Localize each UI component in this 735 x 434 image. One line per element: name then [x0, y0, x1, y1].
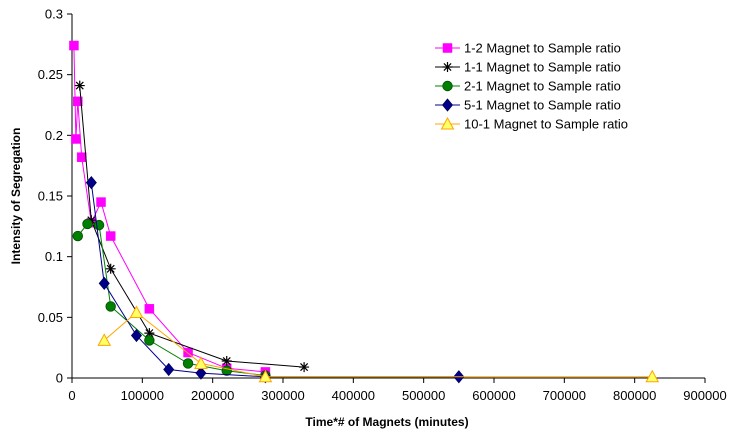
- series-5: [97, 305, 660, 383]
- data-point: [195, 366, 207, 380]
- legend-entry: 2-1 Magnet to Sample ratio: [435, 79, 621, 94]
- y-tick-label: 0: [56, 371, 63, 386]
- series-line: [90, 182, 459, 378]
- legend-marker: [441, 98, 454, 112]
- x-axis-title: Time*# of Magnets (minutes): [305, 415, 468, 429]
- data-point: [73, 96, 83, 107]
- series-line: [79, 85, 305, 368]
- x-tick-label: 0: [68, 388, 75, 403]
- ticks: 0 0.05 0.1 0.15 0.2 0.25 0.3 0 100000 200000 30000…: [38, 7, 727, 404]
- y-tick-label: 0.25: [38, 67, 63, 82]
- data-point: [130, 328, 142, 343]
- data-point: [97, 333, 112, 346]
- legend-label: 1-1 Magnet to Sample ratio: [464, 60, 621, 75]
- data-point: [105, 263, 116, 274]
- data-point: [74, 80, 85, 91]
- data-point: [194, 356, 208, 369]
- x-tick-label: 400000: [332, 388, 375, 403]
- data-point: [163, 362, 175, 377]
- data-point: [144, 304, 155, 314]
- data-point: [258, 369, 273, 383]
- y-tick-label: 0.05: [38, 310, 63, 325]
- x-tick-label: 700000: [543, 388, 586, 403]
- legend-marker: [442, 43, 453, 53]
- legend: 1-2 Magnet to Sample ratio 1-1 Magnet to …: [435, 41, 628, 132]
- legend-marker: [440, 116, 455, 130]
- y-tick-label: 0.15: [38, 189, 63, 204]
- legend-entry: 10-1 Magnet to Sample ratio: [435, 117, 628, 132]
- data-point: [299, 362, 310, 373]
- x-tick-label: 300000: [261, 388, 304, 403]
- data-point: [72, 230, 84, 242]
- legend-entry: 5-1 Magnet to Sample ratio: [435, 98, 621, 113]
- legend-label: 1-2 Magnet to Sample ratio: [464, 41, 621, 56]
- data-point: [129, 305, 144, 318]
- data-point: [182, 358, 194, 369]
- y-tick-label: 0.3: [45, 7, 63, 22]
- data-point: [183, 347, 193, 358]
- data-point: [105, 301, 116, 312]
- legend-marker: [442, 62, 453, 72]
- legend-entry: 1-2 Magnet to Sample ratio: [435, 41, 621, 56]
- y-tick-label: 0.2: [45, 128, 63, 143]
- data-point: [221, 356, 232, 367]
- data-point: [71, 134, 81, 144]
- data-point: [144, 328, 155, 339]
- data-point: [96, 197, 106, 207]
- x-tick-label: 900000: [683, 388, 726, 403]
- x-tick-label: 800000: [613, 388, 656, 403]
- x-tick-label: 200000: [191, 388, 234, 403]
- data-point: [69, 40, 79, 51]
- y-tick-label: 0.1: [45, 249, 63, 264]
- x-tick-label: 100000: [121, 388, 164, 403]
- data-point: [86, 215, 97, 226]
- data-point: [105, 231, 116, 241]
- legend-label: 2-1 Magnet to Sample ratio: [464, 79, 621, 94]
- data-point: [85, 176, 97, 190]
- data-point: [144, 335, 155, 346]
- legend-marker: [442, 80, 453, 92]
- series-line: [77, 223, 266, 377]
- series-1: [69, 40, 271, 377]
- series-2: [74, 80, 310, 373]
- series-line: [73, 45, 266, 373]
- x-tick-label: 500000: [402, 388, 445, 403]
- legend-entry: 1-1 Magnet to Sample ratio: [435, 60, 621, 75]
- series-4: [85, 176, 465, 384]
- x-tick-label: 600000: [472, 388, 515, 403]
- data-point: [645, 369, 660, 383]
- legend-label: 5-1 Magnet to Sample ratio: [464, 98, 621, 113]
- y-axis-title: Intensity of Segregation: [9, 128, 23, 265]
- series-layer: [69, 40, 660, 384]
- legend-label: 10-1 Magnet to Sample ratio: [464, 117, 628, 132]
- data-point: [76, 152, 87, 162]
- data-point: [93, 219, 105, 231]
- data-point: [98, 276, 110, 290]
- data-point: [82, 218, 93, 230]
- series-3: [72, 218, 271, 381]
